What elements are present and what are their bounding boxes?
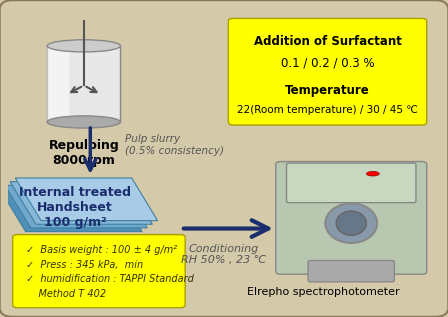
Text: Temperature: Temperature [285,84,370,97]
FancyBboxPatch shape [287,163,416,203]
Text: Addition of Surfactant: Addition of Surfactant [254,35,401,48]
Polygon shape [10,182,152,224]
Text: Conditioning
RH 50% , 23 ℃: Conditioning RH 50% , 23 ℃ [181,244,267,265]
Text: ✓  Basis weight : 100 ± 4 g/m²: ✓ Basis weight : 100 ± 4 g/m² [26,245,177,255]
Text: ✓  Press : 345 kPa,  min: ✓ Press : 345 kPa, min [26,260,143,270]
Text: Repulping
8000rpm: Repulping 8000rpm [48,139,119,167]
FancyBboxPatch shape [47,46,69,122]
Polygon shape [15,178,158,221]
FancyBboxPatch shape [276,162,427,274]
FancyBboxPatch shape [228,18,427,125]
Polygon shape [5,185,147,228]
Polygon shape [0,189,142,232]
Text: Internal treated
Handsheet
100 g/m²: Internal treated Handsheet 100 g/m² [19,186,131,229]
Ellipse shape [336,211,366,236]
Text: ✓  humidification : TAPPI Standard: ✓ humidification : TAPPI Standard [26,275,194,284]
Text: Method T 402: Method T 402 [26,289,106,299]
Ellipse shape [47,116,121,128]
Ellipse shape [366,171,379,176]
Text: 0.1 / 0.2 / 0.3 %: 0.1 / 0.2 / 0.3 % [281,56,375,69]
FancyBboxPatch shape [13,235,185,308]
Text: 22(Room temperature) / 30 / 45 ℃: 22(Room temperature) / 30 / 45 ℃ [237,105,418,115]
Text: Elrepho spectrophotometer: Elrepho spectrophotometer [247,288,400,297]
Ellipse shape [47,40,121,52]
FancyBboxPatch shape [308,261,394,282]
Text: Pulp slurry
(0.5% consistency): Pulp slurry (0.5% consistency) [125,134,224,156]
Ellipse shape [325,204,377,243]
FancyBboxPatch shape [47,46,121,122]
